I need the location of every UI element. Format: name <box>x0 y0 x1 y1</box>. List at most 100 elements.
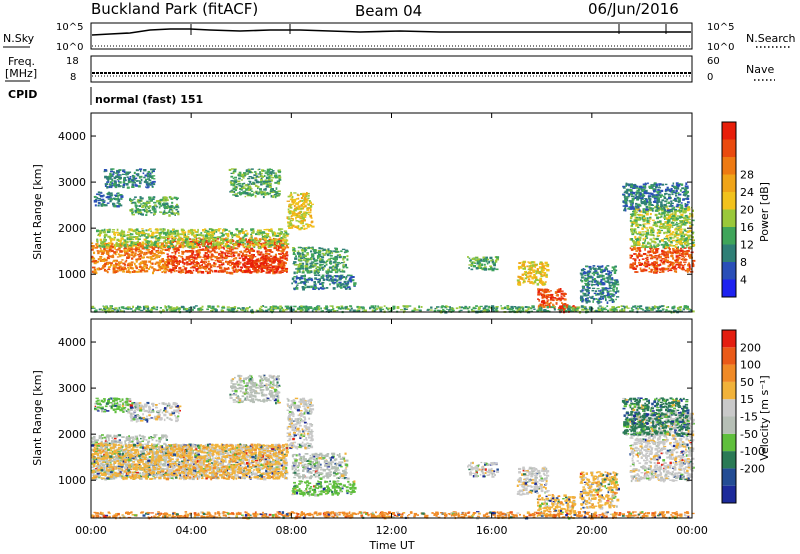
data-cell <box>585 289 589 293</box>
data-cell <box>287 225 291 227</box>
data-cell <box>245 251 248 253</box>
data-cell <box>299 207 303 210</box>
data-cell <box>115 175 119 179</box>
data-cell <box>194 243 197 245</box>
data-cell <box>111 179 114 182</box>
data-cell <box>127 177 132 180</box>
data-cell <box>271 240 275 243</box>
data-cell <box>678 217 682 219</box>
data-cell <box>666 223 670 226</box>
data-cell <box>131 213 135 216</box>
data-cell <box>149 265 152 268</box>
data-cell <box>258 168 261 170</box>
data-cell <box>321 281 325 284</box>
data-cell <box>650 231 652 234</box>
data-cell <box>305 192 308 195</box>
data-cell <box>688 243 692 245</box>
data-cell <box>188 269 191 272</box>
data-cell <box>268 183 272 185</box>
data-cell <box>616 290 620 293</box>
data-cell <box>163 270 166 273</box>
data-cell <box>126 249 129 252</box>
data-cell <box>170 270 173 274</box>
data-cell <box>538 266 542 269</box>
data-cell <box>196 267 199 270</box>
data-cell <box>123 247 127 250</box>
data-cell <box>584 295 588 297</box>
data-cell <box>667 250 671 253</box>
data-cell <box>143 235 146 237</box>
data-cell <box>348 277 352 280</box>
data-cell <box>476 262 480 265</box>
data-cell <box>269 259 271 263</box>
data-cell <box>641 244 644 248</box>
data-cell <box>178 236 181 240</box>
data-cell <box>106 246 109 249</box>
data-cell <box>344 249 349 251</box>
data-cell <box>351 279 355 282</box>
data-cell <box>635 216 639 219</box>
data-cell <box>678 252 681 255</box>
data-cell <box>334 271 339 274</box>
data-cell <box>645 259 649 262</box>
data-cell <box>683 229 686 232</box>
data-cell <box>162 211 166 213</box>
data-cell <box>336 263 339 267</box>
data-cell <box>297 252 301 255</box>
data-cell <box>116 270 119 273</box>
data-cell <box>109 192 113 195</box>
data-cell <box>277 248 280 251</box>
data-cell <box>118 269 122 271</box>
data-cell <box>327 250 330 253</box>
data-cell <box>134 241 138 244</box>
data-cell <box>109 194 112 198</box>
data-cell <box>161 259 164 261</box>
data-cell <box>168 196 171 199</box>
data-cell <box>151 185 154 187</box>
data-cell <box>233 169 237 171</box>
data-cell <box>161 259 165 263</box>
data-cell <box>308 277 311 280</box>
data-cell <box>297 225 300 228</box>
data-cell <box>212 255 215 258</box>
data-cell <box>645 235 648 237</box>
data-cell <box>273 268 277 271</box>
data-cell <box>175 247 178 250</box>
data-cell <box>257 169 260 171</box>
data-cell <box>207 240 210 242</box>
data-cell <box>664 251 668 253</box>
data-cell <box>317 269 319 273</box>
data-cell <box>688 229 692 233</box>
data-cell <box>117 248 121 251</box>
data-cell <box>587 281 590 285</box>
data-cell <box>102 244 106 247</box>
data-cell <box>269 255 273 257</box>
data-cell <box>131 185 135 188</box>
data-cell <box>292 211 295 214</box>
data-cell <box>683 240 686 243</box>
data-cell <box>241 228 244 230</box>
data-cell <box>232 259 235 261</box>
data-cell <box>580 298 584 301</box>
data-cell <box>182 262 185 264</box>
data-cell <box>648 206 651 208</box>
data-cell <box>282 239 286 242</box>
data-cell <box>302 201 306 203</box>
data-cell <box>147 206 150 208</box>
data-cell <box>316 255 321 258</box>
data-cell <box>252 264 254 266</box>
data-cell <box>565 305 569 308</box>
data-cell <box>632 263 635 266</box>
data-cell <box>113 176 116 179</box>
data-cell <box>97 233 101 236</box>
data-cell <box>599 301 603 303</box>
data-cell <box>149 175 153 178</box>
data-cell <box>267 268 271 271</box>
data-cell <box>686 206 690 209</box>
data-cell <box>280 237 283 239</box>
data-cell <box>291 196 294 199</box>
data-cell <box>315 262 319 265</box>
data-cell <box>123 180 125 184</box>
data-cell <box>248 171 251 174</box>
data-cell <box>116 256 120 258</box>
